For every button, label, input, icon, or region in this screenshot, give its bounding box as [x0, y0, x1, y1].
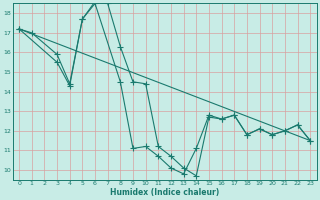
X-axis label: Humidex (Indice chaleur): Humidex (Indice chaleur) — [110, 188, 219, 197]
